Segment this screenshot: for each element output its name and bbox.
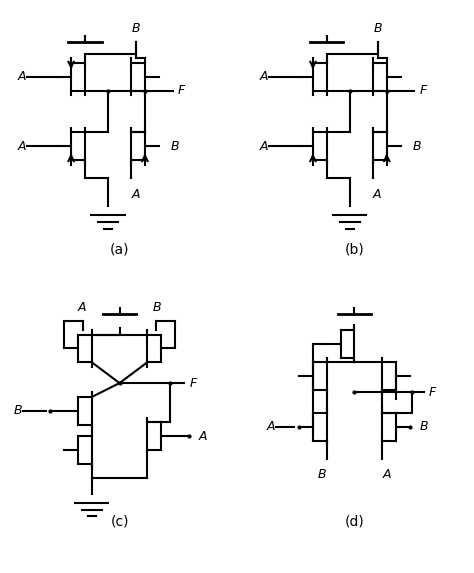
Text: $A$: $A$ [259, 70, 269, 83]
Text: $F$: $F$ [419, 84, 428, 97]
Text: $A$: $A$ [259, 140, 269, 152]
Text: $A$: $A$ [198, 430, 209, 443]
Text: (a): (a) [110, 243, 129, 257]
Text: $A$: $A$ [130, 187, 141, 201]
Text: $B$: $B$ [170, 140, 180, 152]
Text: $A$: $A$ [17, 70, 27, 83]
Text: (c): (c) [110, 515, 129, 528]
Text: $B$: $B$ [152, 301, 161, 314]
Text: $A$: $A$ [265, 421, 276, 433]
Text: $F$: $F$ [177, 84, 187, 97]
Text: $A$: $A$ [17, 140, 27, 152]
Text: $B$: $B$ [317, 469, 327, 481]
Text: $B$: $B$ [412, 140, 422, 152]
Text: $A$: $A$ [77, 301, 88, 314]
Text: (b): (b) [345, 243, 365, 257]
Text: $F$: $F$ [428, 386, 438, 399]
Text: $B$: $B$ [131, 22, 141, 36]
Text: $F$: $F$ [189, 376, 198, 390]
Text: $A$: $A$ [373, 187, 383, 201]
Text: $B$: $B$ [13, 405, 23, 417]
Text: $B$: $B$ [373, 22, 383, 36]
Text: (d): (d) [345, 515, 365, 528]
Text: $B$: $B$ [419, 421, 429, 433]
Text: $A$: $A$ [382, 469, 392, 481]
